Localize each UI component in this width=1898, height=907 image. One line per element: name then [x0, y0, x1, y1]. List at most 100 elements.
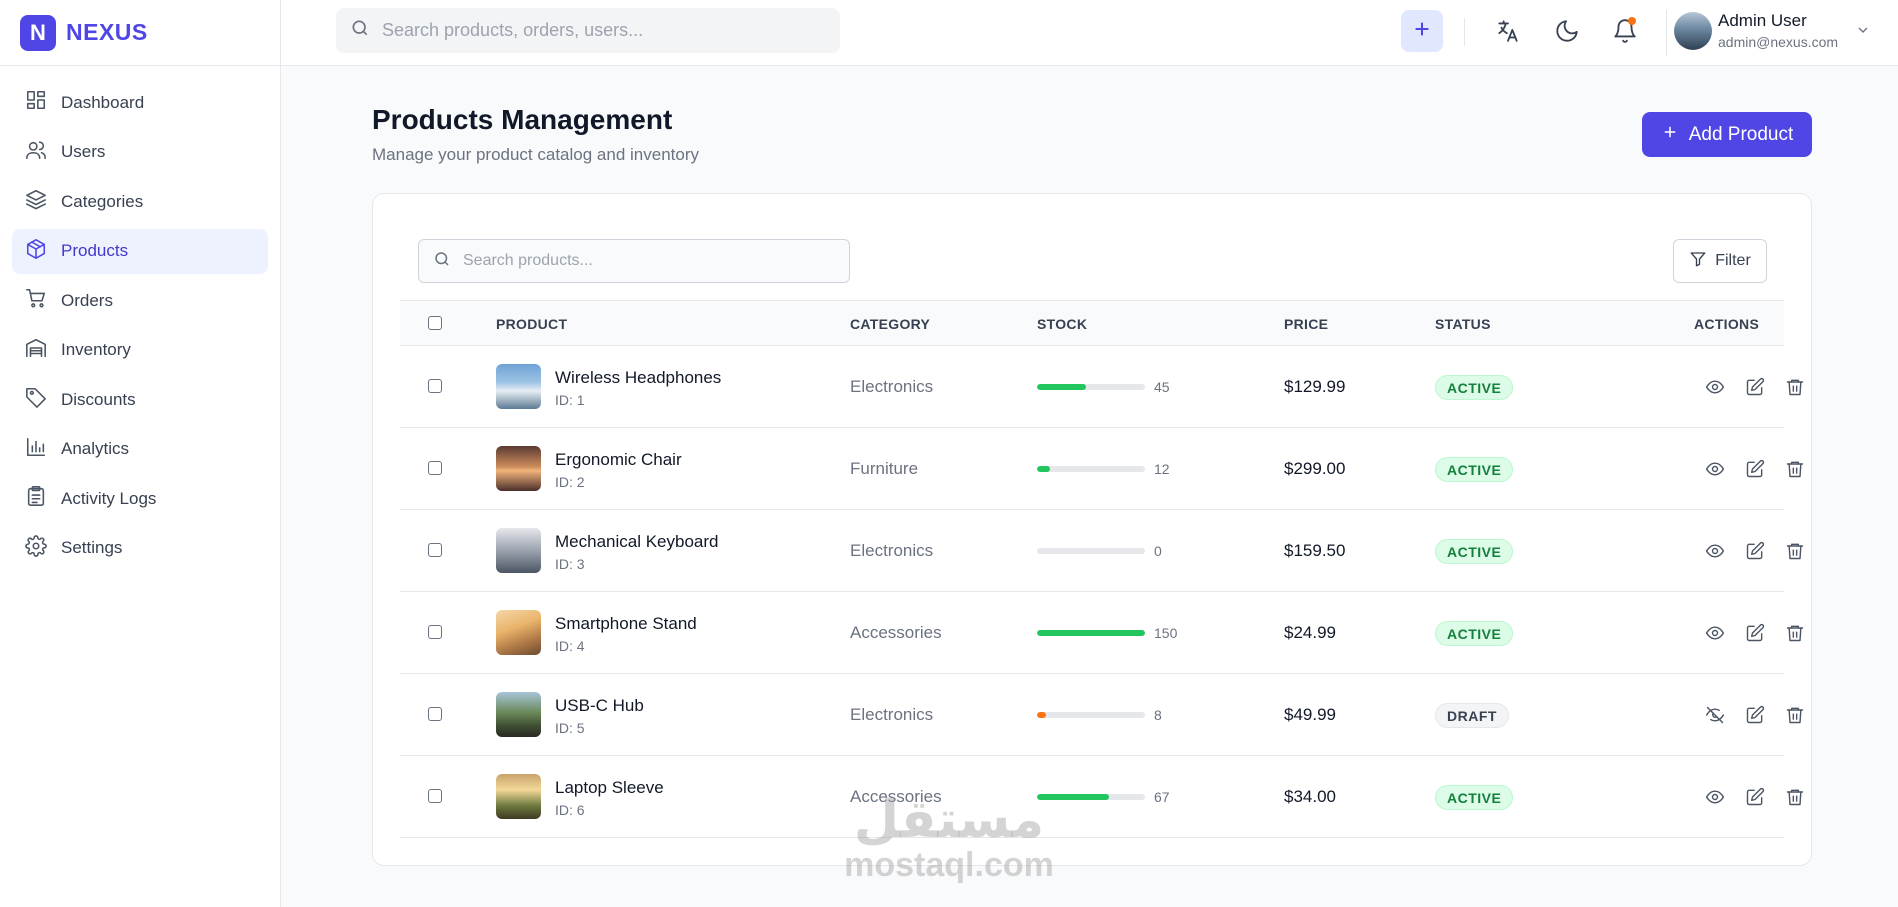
product-id: ID: 6 [555, 802, 585, 818]
filter-button[interactable]: Filter [1673, 239, 1767, 283]
status-badge: ACTIVE [1435, 457, 1514, 482]
product-category: Electronics [850, 541, 934, 560]
sidebar-item-products[interactable]: Products [12, 228, 268, 274]
column-header-price[interactable]: PRICE [1284, 316, 1329, 332]
table-row[interactable]: Smartphone Stand ID: 4 Accessories 150 $24.9… [400, 592, 1804, 674]
row-checkbox[interactable] [428, 625, 442, 639]
user-email: admin@nexus.com [1718, 34, 1839, 50]
product-name[interactable]: USB-C Hub [555, 696, 644, 715]
table-header: PRODUCT CATEGORY STOCK PRICE STATUS ACTI… [400, 300, 1784, 346]
eye-icon [1705, 380, 1725, 401]
table-row[interactable]: USB-C Hub ID: 5 Electronics 8 $49.99 DRAFT [400, 674, 1804, 756]
product-price: $34.00 [1284, 787, 1336, 806]
brand[interactable]: N NEXUS [0, 0, 280, 66]
product-thumbnail [496, 528, 541, 573]
page-subtitle: Manage your product catalog and inventor… [372, 145, 699, 164]
delete-button[interactable] [1785, 377, 1805, 397]
sidebar-item-categories[interactable]: Categories [12, 179, 268, 224]
sidebar-item-label: Users [61, 142, 106, 161]
search-icon [433, 250, 451, 273]
global-search[interactable] [336, 8, 840, 53]
user-menu-toggle[interactable] [1855, 22, 1871, 43]
edit-icon [1745, 377, 1765, 401]
column-header-category[interactable]: CATEGORY [850, 316, 931, 332]
delete-button[interactable] [1785, 459, 1805, 479]
cart-icon [25, 287, 47, 314]
theme-toggle-button[interactable] [1554, 18, 1580, 44]
sidebar-item-label: Orders [61, 290, 113, 310]
row-checkbox[interactable] [428, 543, 442, 557]
product-price: $159.50 [1284, 541, 1346, 560]
product-name[interactable]: Ergonomic Chair [555, 450, 682, 469]
sidebar-item-inventory[interactable]: Inventory [12, 328, 268, 373]
column-header-stock[interactable]: STOCK [1037, 316, 1088, 332]
stock-bar-fill [1037, 630, 1145, 636]
edit-button[interactable] [1745, 623, 1765, 643]
edit-button[interactable] [1745, 459, 1765, 479]
box-icon [25, 238, 47, 265]
status-badge: ACTIVE [1435, 785, 1514, 810]
select-all-checkbox[interactable] [428, 316, 442, 330]
delete-button[interactable] [1785, 787, 1805, 807]
user-name[interactable]: Admin User [1718, 11, 1807, 30]
product-name[interactable]: Mechanical Keyboard [555, 532, 719, 551]
notifications-button[interactable] [1612, 17, 1638, 44]
users-icon [25, 139, 47, 166]
translate-icon [1495, 20, 1521, 48]
moon-icon [1554, 20, 1580, 48]
stock-bar [1037, 548, 1145, 554]
row-checkbox[interactable] [428, 707, 442, 721]
view-button[interactable] [1705, 705, 1725, 725]
sidebar-item-dashboard[interactable]: Dashboard [12, 80, 268, 125]
sidebar-item-users[interactable]: Users [12, 130, 268, 175]
delete-button[interactable] [1785, 705, 1805, 725]
top-header: Admin User admin@nexus.com [281, 0, 1898, 66]
edit-button[interactable] [1745, 377, 1765, 397]
product-name[interactable]: Laptop Sleeve [555, 778, 664, 797]
sidebar-item-activity-logs[interactable]: Activity Logs [12, 476, 268, 521]
quick-add-button[interactable] [1401, 10, 1443, 52]
sidebar-item-discounts[interactable]: Discounts [12, 377, 268, 422]
filter-icon [1689, 250, 1715, 273]
header-divider [1666, 10, 1667, 56]
product-category: Furniture [850, 459, 919, 478]
row-checkbox[interactable] [428, 379, 442, 393]
table-row[interactable]: Laptop Sleeve ID: 6 Accessories 67 $34.00 ACT… [400, 756, 1804, 838]
edit-icon [1745, 459, 1765, 483]
view-button[interactable] [1705, 459, 1725, 479]
view-button[interactable] [1705, 787, 1725, 807]
sidebar-item-orders[interactable]: Orders [12, 278, 268, 323]
search-icon [350, 18, 370, 43]
stock-bar [1037, 794, 1145, 800]
sidebar-item-settings[interactable]: Settings [12, 526, 268, 571]
avatar[interactable] [1674, 12, 1712, 50]
notification-dot [1628, 17, 1636, 25]
delete-button[interactable] [1785, 623, 1805, 643]
edit-button[interactable] [1745, 787, 1765, 807]
column-header-product[interactable]: PRODUCT [496, 316, 568, 332]
stock-bar [1037, 712, 1145, 718]
view-button[interactable] [1705, 623, 1725, 643]
view-button[interactable] [1705, 541, 1725, 561]
row-checkbox[interactable] [428, 789, 442, 803]
global-search-input[interactable] [382, 20, 822, 41]
product-category: Accessories [850, 623, 942, 642]
table-row[interactable]: Ergonomic Chair ID: 2 Furniture 12 $299.00 AC… [400, 428, 1804, 510]
product-name[interactable]: Smartphone Stand [555, 614, 697, 633]
product-id: ID: 1 [555, 392, 585, 408]
table-row[interactable]: Wireless Headphones ID: 1 Electronics 45 $12… [400, 346, 1804, 428]
edit-button[interactable] [1745, 541, 1765, 561]
product-search[interactable] [418, 239, 850, 283]
language-button[interactable] [1495, 18, 1521, 44]
delete-button[interactable] [1785, 541, 1805, 561]
view-button[interactable] [1705, 377, 1725, 397]
table-row[interactable]: Mechanical Keyboard ID: 3 Electronics 0 $159… [400, 510, 1804, 592]
column-header-status[interactable]: STATUS [1435, 316, 1491, 332]
product-search-input[interactable] [463, 252, 843, 270]
edit-button[interactable] [1745, 705, 1765, 725]
trash-icon [1785, 461, 1805, 483]
add-product-button[interactable]: Add Product [1642, 112, 1812, 157]
product-name[interactable]: Wireless Headphones [555, 368, 722, 387]
sidebar-item-analytics[interactable]: Analytics [12, 427, 268, 472]
row-checkbox[interactable] [428, 461, 442, 475]
